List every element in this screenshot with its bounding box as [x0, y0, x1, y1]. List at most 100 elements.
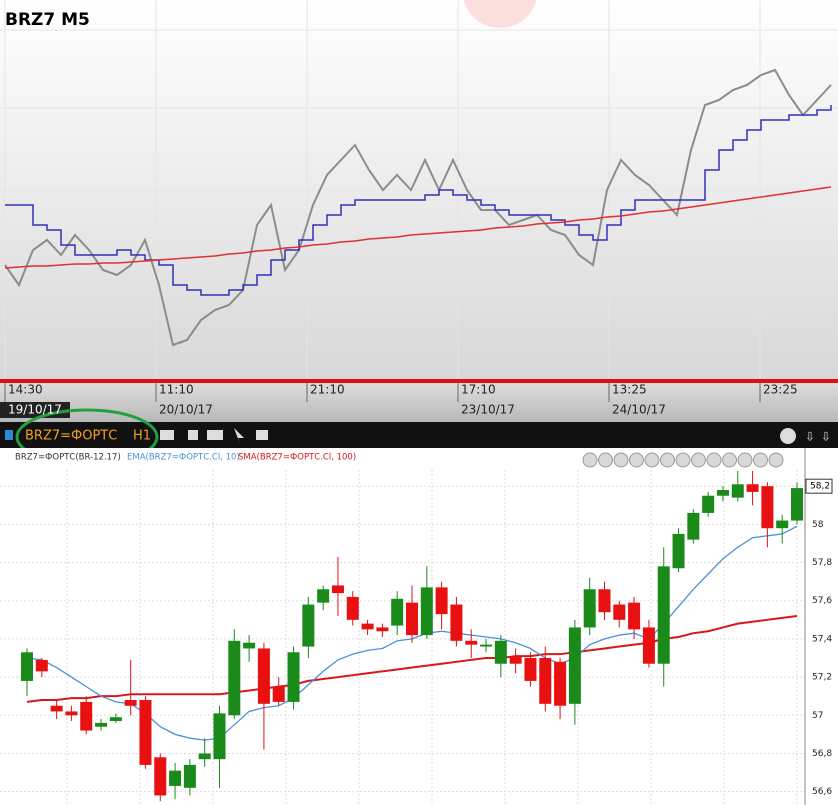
candle-body	[154, 757, 167, 796]
candle-body	[243, 642, 256, 649]
candle-body	[465, 640, 478, 645]
y-tick-label: 56,8	[812, 749, 832, 759]
nav-button[interactable]	[675, 452, 691, 468]
candle-body	[95, 722, 108, 727]
candle-body	[376, 627, 389, 632]
nav-button[interactable]	[598, 452, 613, 468]
chart-title: BRZ7 M5	[5, 10, 90, 30]
candle-body	[406, 602, 418, 636]
date-label: 20/10/17	[159, 403, 213, 417]
y-tick-label: 57,2	[812, 673, 832, 683]
candle-body	[183, 764, 196, 788]
candle-body	[21, 652, 33, 681]
nav-button[interactable]	[753, 452, 768, 468]
last-price: 58,2	[810, 482, 830, 492]
candle-body	[480, 644, 493, 647]
date-label: 19/10/17	[8, 403, 62, 417]
candle-body	[169, 770, 182, 786]
time-label: 17:10	[461, 383, 496, 397]
candle-body	[702, 495, 715, 513]
nav-buttons[interactable]	[582, 452, 784, 468]
time-label: 14:30	[8, 383, 43, 397]
separator	[0, 379, 838, 383]
svg-text:⇩: ⇩	[805, 430, 815, 444]
candle-body	[568, 627, 581, 704]
candle-body	[109, 717, 122, 721]
candle-body	[346, 596, 359, 620]
candle-body	[716, 490, 729, 496]
date-label: 24/10/17	[612, 403, 666, 417]
cursor-highlight	[463, 0, 537, 28]
legend-ema: EMA(BRZ7=ФОРТС.Cl, 10)	[127, 453, 240, 463]
nav-button[interactable]	[706, 452, 722, 468]
time-label: 21:10	[310, 383, 345, 397]
candle-body	[642, 627, 655, 664]
candle-body	[213, 713, 226, 760]
candle-body	[331, 585, 344, 594]
candle-body	[50, 705, 63, 712]
candle-body	[124, 700, 137, 706]
candle-body	[761, 486, 774, 529]
candle-body	[450, 604, 463, 641]
candle-body	[494, 640, 507, 664]
candle-body	[746, 484, 759, 492]
nav-button[interactable]	[613, 452, 629, 468]
legend-sma: SMA(BRZ7=ФОРТС.Cl, 100)	[238, 453, 356, 463]
toolbar	[0, 422, 838, 448]
candle-body	[139, 700, 152, 765]
timeframe[interactable]: H1	[133, 429, 151, 444]
legend-price: BRZ7=ФОРТС(BR-12.17)	[15, 453, 121, 463]
candle-body	[317, 589, 330, 603]
y-tick-label: 57	[812, 711, 823, 721]
candle-body	[524, 658, 537, 681]
candle-body	[198, 753, 211, 760]
candle-body	[257, 648, 270, 704]
nav-button[interactable]	[629, 452, 644, 468]
candle-body	[80, 701, 93, 731]
nav-button[interactable]	[660, 452, 675, 468]
candle-body	[435, 587, 448, 615]
candle-body	[65, 711, 78, 716]
series-line	[4, 68, 832, 347]
candle-body	[657, 566, 670, 664]
nav-button[interactable]	[644, 452, 660, 468]
time-label: 11:10	[159, 383, 194, 397]
time-label: 23:25	[763, 383, 798, 397]
toolbar-icons[interactable]: ⇩ ⇩	[160, 428, 831, 444]
date-label: 23/10/17	[461, 403, 515, 417]
y-tick-label: 57,8	[812, 558, 832, 568]
y-tick-label: 57,6	[812, 596, 832, 606]
series-line	[4, 186, 832, 269]
candle-body	[791, 488, 803, 521]
candle-body	[672, 533, 685, 569]
candle-body	[420, 587, 433, 636]
candle-body	[583, 589, 596, 628]
nav-button[interactable]	[691, 452, 706, 468]
symbol[interactable]: BRZ7=ФОРТС	[25, 429, 117, 444]
y-tick-label: 56,6	[812, 787, 832, 797]
nav-button[interactable]	[722, 452, 737, 468]
y-tick-label: 58	[812, 520, 824, 530]
candle-body	[628, 602, 641, 630]
candle-body	[509, 656, 522, 664]
candle-body	[554, 661, 567, 706]
nav-button[interactable]	[737, 452, 753, 468]
candle-body	[272, 686, 285, 702]
series-line	[5, 105, 832, 296]
last-price-box	[805, 478, 833, 494]
nav-button[interactable]	[768, 452, 784, 468]
candle-body	[302, 604, 315, 647]
time-axis	[0, 380, 838, 422]
candle-body	[776, 520, 789, 529]
candle-body	[598, 589, 611, 613]
nav-button[interactable]	[582, 452, 598, 468]
candle-body	[687, 512, 700, 540]
candle-body	[361, 623, 374, 630]
time-label: 13:25	[612, 383, 647, 397]
icon[interactable]	[5, 430, 13, 440]
svg-text:⇩: ⇩	[821, 430, 831, 444]
candle-body	[539, 658, 552, 704]
candle-body	[613, 604, 626, 620]
candle-body	[391, 598, 404, 626]
